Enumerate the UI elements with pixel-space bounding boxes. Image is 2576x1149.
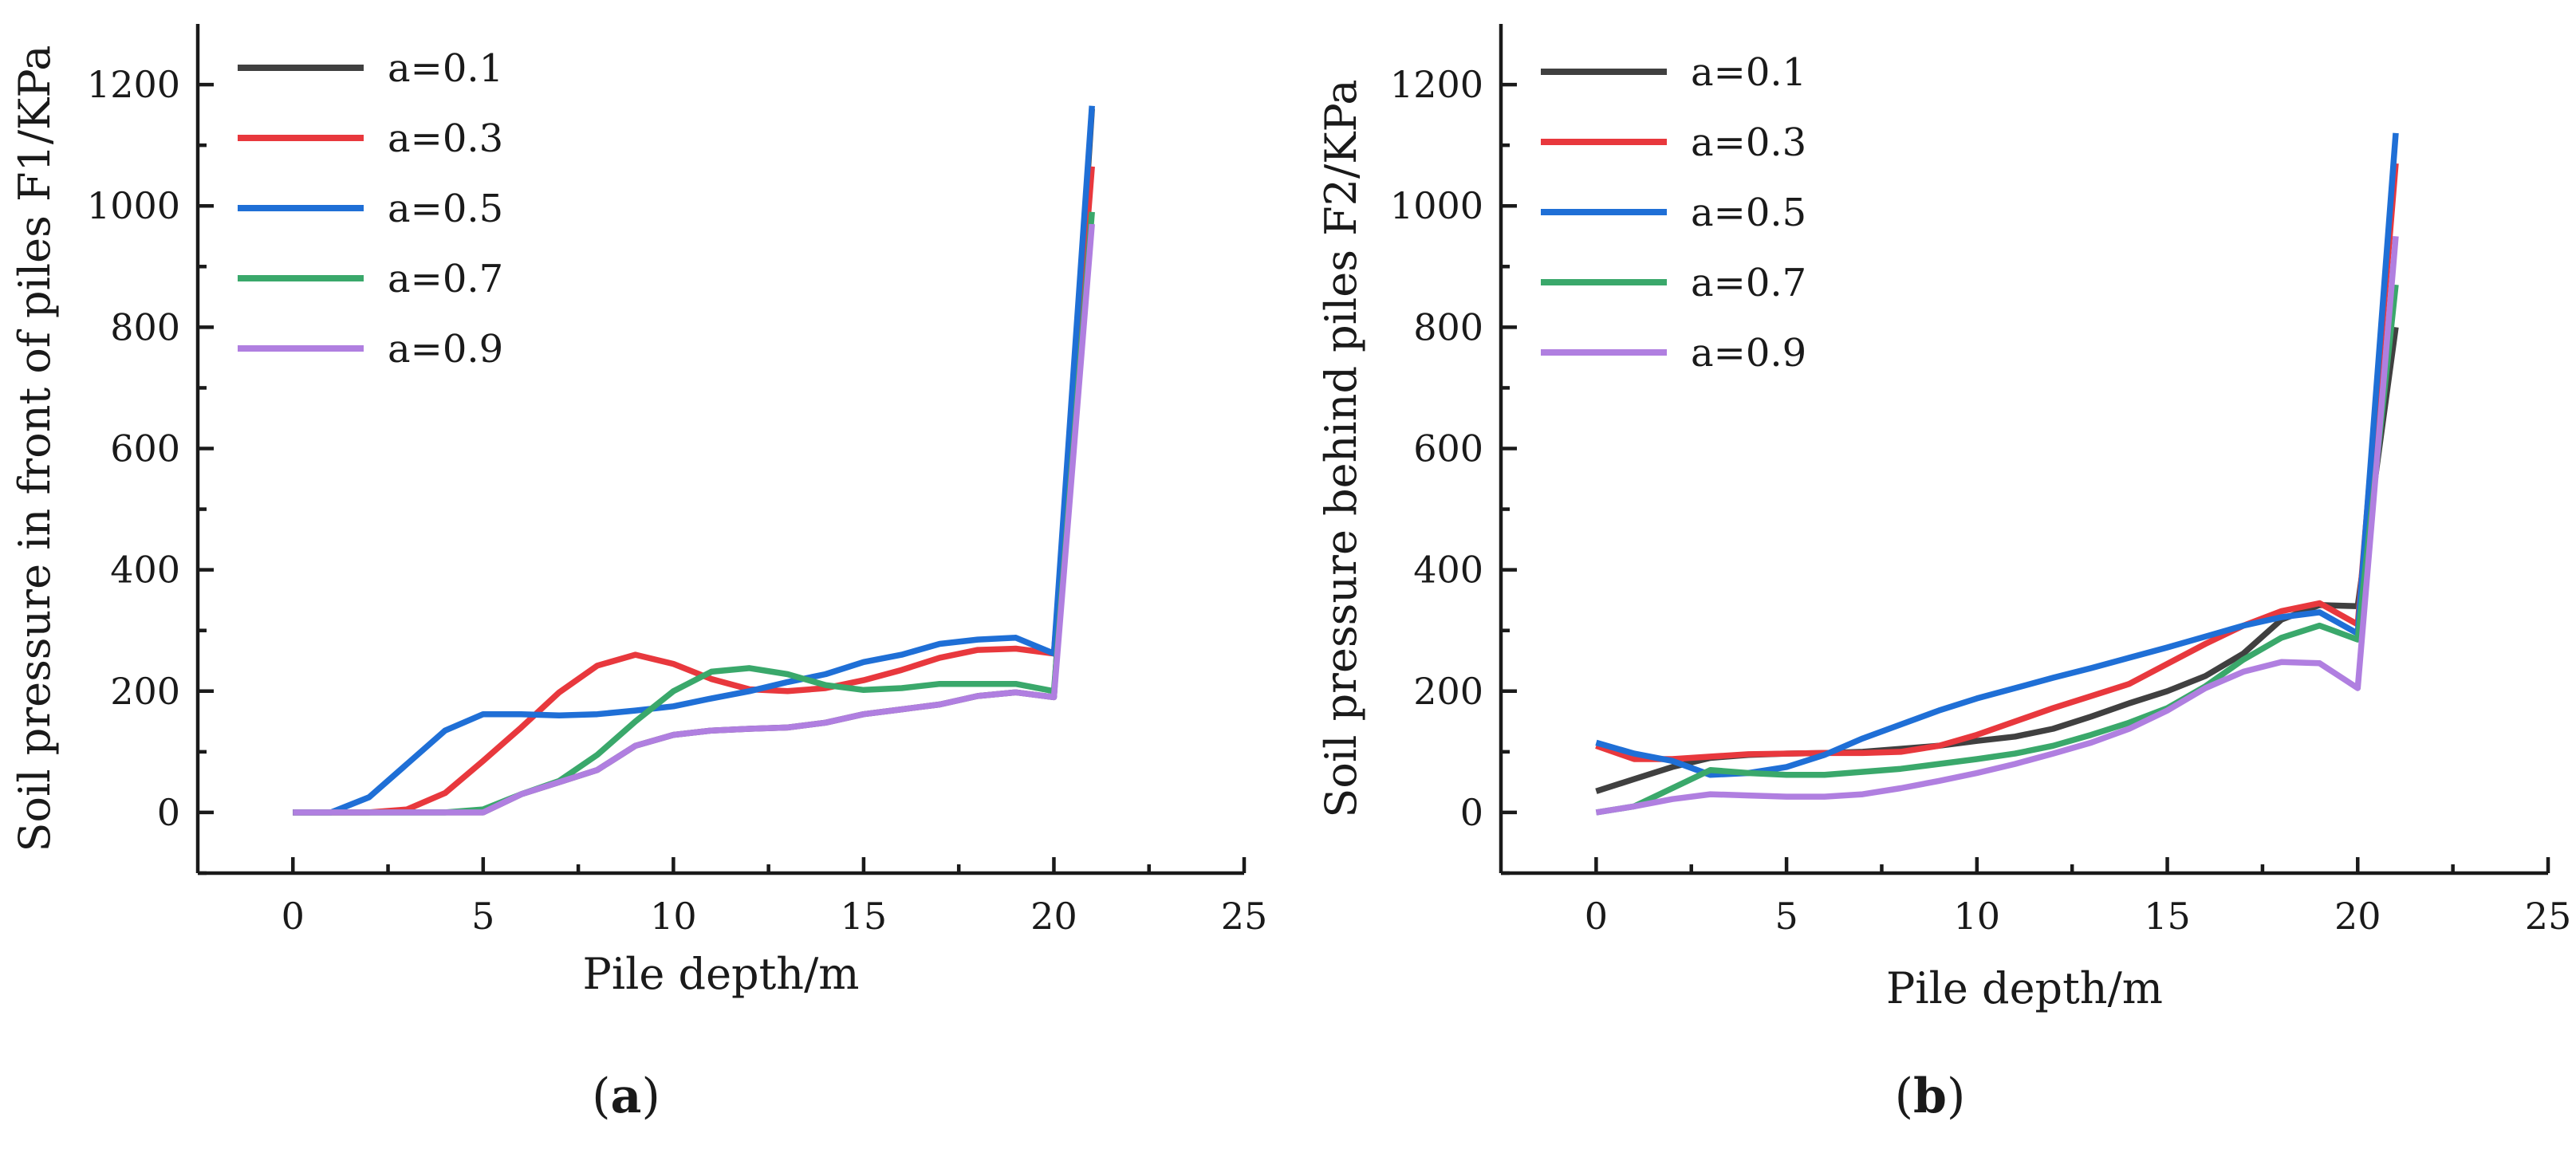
x-tick-label: 20 xyxy=(2334,895,2381,938)
panel-label: (a) xyxy=(592,1068,660,1124)
y-tick-label: 800 xyxy=(110,305,180,348)
x-axis-label: Pile depth/m xyxy=(1886,963,2163,1013)
legend-label: a=0.7 xyxy=(1691,261,1806,305)
panel-label-letter: a xyxy=(611,1068,642,1124)
legend-label: a=0.9 xyxy=(388,327,503,372)
legend-label: a=0.3 xyxy=(1691,120,1806,165)
legend-label: a=0.5 xyxy=(1691,191,1806,235)
x-tick-label: 25 xyxy=(1221,895,1268,938)
chart-panel-b: 0 5 10 15 20 25 0 200 400 600 800 1000 1200 Pile dept… xyxy=(1316,24,2571,1124)
x-tick-label: 15 xyxy=(2144,895,2191,938)
x-tick-label: 15 xyxy=(841,895,888,938)
legend-label: a=0.9 xyxy=(1691,331,1806,376)
x-tick-label: 10 xyxy=(650,895,697,938)
chart-panel-a: 0 5 10 15 20 25 0 200 400 600 800 1000 1200 Pile dept… xyxy=(10,24,1267,1124)
panel-label: (b) xyxy=(1895,1068,1966,1124)
legend-label: a=0.3 xyxy=(388,116,503,161)
y-tick-label: 200 xyxy=(1413,670,1483,713)
x-tick-label: 10 xyxy=(1954,895,2001,938)
series-line-a-0_7 xyxy=(1595,284,2399,816)
y-tick-label: 600 xyxy=(110,427,180,470)
x-tick-label: 5 xyxy=(471,895,494,938)
x-axis-label: Pile depth/m xyxy=(583,949,860,999)
series-line-a-0_9 xyxy=(1595,235,2399,816)
series-line-a-0_3 xyxy=(293,166,1095,816)
y-tick-label: 1000 xyxy=(1390,184,1483,227)
y-axis-label: Soil pressure behind piles F2/KPa xyxy=(1316,79,1366,817)
y-tick-label: 1200 xyxy=(1390,63,1483,106)
x-tick-label: 5 xyxy=(1774,895,1798,938)
legend-label: a=0.1 xyxy=(1691,50,1806,95)
y-tick-label: 0 xyxy=(1460,791,1483,834)
series-line-a-0_3 xyxy=(1595,163,2399,762)
panel-label-open: ( xyxy=(592,1068,610,1124)
y-tick-label: 600 xyxy=(1413,427,1483,470)
x-tick-label: 0 xyxy=(282,895,305,938)
x-tick-label: 25 xyxy=(2525,895,2572,938)
legend-label: a=0.1 xyxy=(388,46,503,91)
series-line-a-0_7 xyxy=(293,211,1095,816)
y-tick-label: 800 xyxy=(1413,305,1483,348)
y-tick-label: 0 xyxy=(157,791,180,834)
legend-label: a=0.5 xyxy=(388,187,503,231)
y-tick-label: 1200 xyxy=(87,63,180,106)
x-tick-label: 0 xyxy=(1585,895,1608,938)
series-line-a-0_5 xyxy=(293,105,1095,816)
series-line-a-0_1 xyxy=(1595,326,2399,794)
panel-label-letter: b xyxy=(1913,1068,1947,1124)
y-tick-label: 1000 xyxy=(87,184,180,227)
panel-label-close: ) xyxy=(641,1068,660,1124)
y-tick-label: 200 xyxy=(110,670,180,713)
y-tick-label: 400 xyxy=(110,549,180,592)
panel-label-open: ( xyxy=(1895,1068,1913,1124)
legend-label: a=0.7 xyxy=(388,257,503,301)
series-line-a-0_9 xyxy=(293,223,1095,816)
y-axis-label: Soil pressure in front of piles F1/KPa xyxy=(10,45,60,852)
panel-label-close: ) xyxy=(1947,1068,1965,1124)
y-tick-label: 400 xyxy=(1413,549,1483,592)
x-tick-label: 20 xyxy=(1030,895,1077,938)
